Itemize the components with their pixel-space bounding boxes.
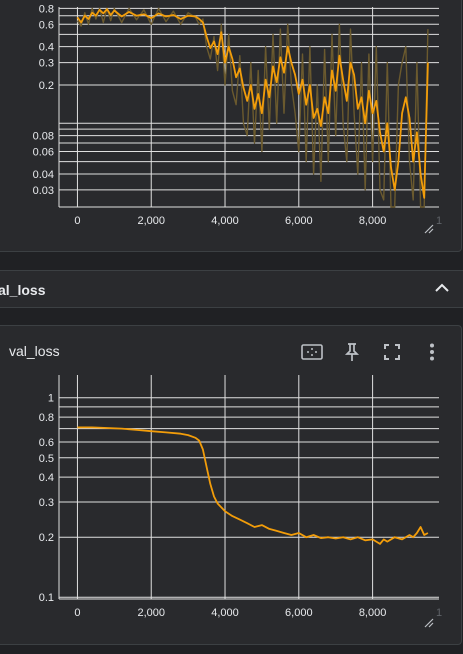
y-tick-label: 0.4 bbox=[39, 472, 54, 484]
loss-chart-card: 0.03 0.04 0.06 0.08 0.2 0.3 0.4 0.6 0.8 0 2,000 4,… bbox=[0, 0, 462, 252]
chart-title: val_loss bbox=[9, 343, 60, 359]
x-tick-label: 1 bbox=[436, 215, 442, 227]
x-tick-label: 6,000 bbox=[285, 215, 313, 227]
val-loss-plot bbox=[77, 426, 429, 545]
x-tick-label: 8,000 bbox=[359, 607, 387, 619]
y-tick-label: 1 bbox=[48, 393, 54, 405]
y-tick-label: 0.5 bbox=[39, 453, 54, 465]
fit-domain-icon[interactable] bbox=[300, 340, 324, 364]
smoothed-series-line bbox=[76, 8, 429, 199]
val-loss-y-ticks: 0.1 0.2 0.3 0.4 0.5 0.6 0.8 1 bbox=[39, 393, 54, 605]
raw-series-line bbox=[76, 7, 429, 208]
x-tick-label: 6,000 bbox=[285, 607, 313, 619]
loss-y-ticks: 0.03 0.04 0.06 0.08 0.2 0.3 0.4 0.6 0.8 bbox=[33, 3, 54, 196]
y-tick-label: 0.8 bbox=[39, 3, 54, 15]
val-loss-x-ticks: 0 2,000 4,000 6,000 8,000 1 bbox=[74, 607, 442, 619]
pin-icon[interactable] bbox=[340, 340, 364, 364]
x-tick-label: 8,000 bbox=[359, 215, 387, 227]
val-loss-chart: 0.1 0.2 0.3 0.4 0.5 0.6 0.8 1 0 2,000 4,000 6,000 8… bbox=[39, 375, 442, 628]
more-vert-icon[interactable] bbox=[420, 340, 444, 364]
y-tick-label: 0.03 bbox=[33, 185, 54, 197]
smoothed-series-line bbox=[77, 426, 429, 545]
x-tick-label: 0 bbox=[74, 215, 80, 227]
y-tick-label: 0.6 bbox=[39, 19, 54, 31]
x-tick-label: 0 bbox=[74, 607, 80, 619]
loss-chart: 0.03 0.04 0.06 0.08 0.2 0.3 0.4 0.6 0.8 0 2,000 4,… bbox=[33, 3, 442, 234]
val-loss-grid bbox=[58, 375, 439, 600]
loss-plot bbox=[76, 7, 429, 208]
y-tick-label: 0.2 bbox=[39, 532, 54, 544]
section-header[interactable]: al_loss bbox=[0, 270, 463, 308]
loss-x-ticks: 0 2,000 4,000 6,000 8,000 1 bbox=[74, 215, 442, 227]
x-tick-label: 2,000 bbox=[137, 215, 165, 227]
y-tick-label: 0.6 bbox=[39, 437, 54, 449]
y-tick-label: 0.1 bbox=[39, 592, 54, 604]
val-loss-chart-card: val_loss 0.1 0.2 0.3 0.4 0.5 0.6 0.8 1 0 2,000 4,… bbox=[0, 325, 462, 645]
resize-handle-icon[interactable] bbox=[424, 618, 434, 628]
y-tick-label: 0.08 bbox=[33, 131, 54, 143]
y-tick-label: 0.04 bbox=[33, 169, 54, 181]
resize-handle-icon[interactable] bbox=[424, 224, 434, 234]
chevron-up-icon[interactable] bbox=[433, 279, 451, 297]
fullscreen-icon[interactable] bbox=[380, 340, 404, 364]
x-tick-label: 2,000 bbox=[137, 607, 165, 619]
y-tick-label: 0.2 bbox=[39, 80, 54, 92]
x-tick-label: 4,000 bbox=[211, 215, 239, 227]
y-tick-label: 0.3 bbox=[39, 58, 54, 70]
y-tick-label: 0.4 bbox=[39, 42, 54, 54]
y-tick-label: 0.06 bbox=[33, 147, 54, 159]
section-title: al_loss bbox=[0, 282, 46, 298]
y-tick-label: 0.8 bbox=[39, 412, 54, 424]
x-tick-label: 1 bbox=[436, 607, 442, 619]
loss-grid bbox=[58, 7, 439, 208]
x-tick-label: 4,000 bbox=[211, 607, 239, 619]
y-tick-label: 0.3 bbox=[39, 497, 54, 509]
